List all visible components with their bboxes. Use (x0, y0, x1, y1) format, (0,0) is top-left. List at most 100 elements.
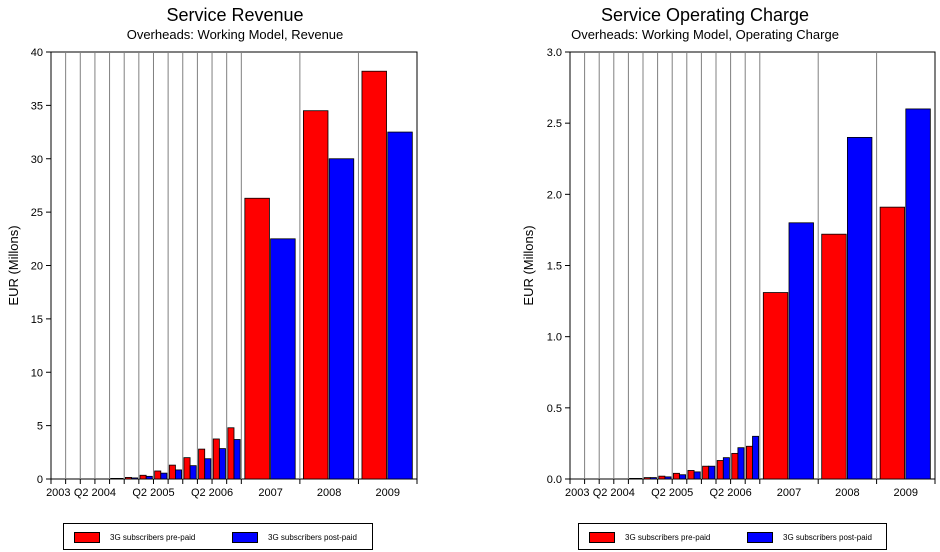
bar-prepaid (687, 470, 695, 480)
bar-postpaid (233, 439, 241, 480)
y-tick-label: 30 (31, 154, 43, 166)
y-tick-label: 20 (31, 261, 43, 273)
chart-title: Service Revenue (166, 5, 304, 25)
legend-label-postpaid: 3G subscribers post-paid (268, 532, 357, 542)
bar-postpaid (270, 238, 296, 480)
bar-prepaid (227, 427, 235, 480)
legend-entry-postpaid: 3G subscribers post-paid (232, 531, 357, 543)
legend-entry-postpaid: 3G subscribers post-paid (747, 531, 872, 543)
x-tick-label: Q2 2005 (651, 487, 693, 499)
bar-postpaid (175, 469, 182, 480)
y-tick-label: 2.0 (547, 189, 562, 201)
x-tick-label: Q2 2005 (132, 487, 174, 499)
legend-entry-prepaid: 3G subscribers pre-paid (589, 531, 710, 543)
bar-postpaid (131, 477, 139, 480)
bar-prepaid (672, 472, 680, 480)
bar-prepaid (168, 464, 176, 480)
legend-swatch-postpaid (747, 531, 773, 543)
legend-entry-prepaid: 3G subscribers pre-paid (74, 531, 195, 543)
bar-prepaid (110, 477, 118, 480)
legend-label-prepaid: 3G subscribers pre-paid (110, 532, 196, 542)
bar-prepaid (154, 470, 162, 480)
y-tick-label: 40 (31, 47, 43, 59)
bar-prepaid (244, 197, 270, 480)
bar-postpaid (737, 447, 745, 480)
bar-postpaid (722, 457, 730, 480)
chart-subtitle: Overheads: Working Model, Operating Char… (571, 27, 839, 42)
bar-postpaid (116, 477, 124, 480)
bar-prepaid (212, 438, 220, 480)
bar-prepaid (745, 445, 753, 480)
y-tick-label: 25 (31, 207, 43, 219)
bar-postpaid (635, 477, 643, 480)
bar-prepaid (643, 477, 651, 480)
x-tick-label: 2008 (317, 487, 341, 499)
x-tick-label: 2007 (777, 487, 801, 499)
plot-area (50, 51, 418, 480)
bar-postpaid (328, 158, 355, 480)
bar-prepaid (302, 110, 329, 480)
bar-postpaid (160, 472, 168, 480)
bar-postpaid (189, 465, 197, 480)
bar-postpaid (846, 136, 873, 480)
chart-subtitle: Overheads: Working Model, Revenue (126, 27, 344, 42)
y-axis-label: EUR (Millons) (521, 225, 536, 305)
y-tick-label: 10 (31, 367, 43, 379)
bar-postpaid (679, 474, 687, 480)
bar-prepaid (124, 476, 132, 480)
chart-legend: 3G subscribers pre-paid 3G subscribers p… (63, 523, 373, 550)
x-tick-label: 2007 (258, 487, 282, 499)
bar-prepaid (198, 448, 206, 480)
x-tick-label: 2008 (835, 487, 859, 499)
bar-prepaid (139, 474, 147, 480)
legend-label-postpaid: 3G subscribers post-paid (783, 532, 872, 542)
bar-postpaid (387, 131, 413, 480)
bar-prepaid (731, 452, 739, 480)
plot-area (569, 51, 936, 480)
x-tick-label: Q2 2006 (709, 487, 751, 499)
bar-prepaid (658, 475, 666, 480)
bar-postpaid (752, 435, 760, 480)
bar-postpaid (204, 458, 212, 480)
chart-legend: 3G subscribers pre-paid 3G subscribers p… (578, 523, 887, 550)
bar-postpaid (693, 471, 701, 480)
revenue-chart-panel: Service Revenue Overheads: Working Model… (6, 5, 418, 550)
bar-postpaid (788, 222, 814, 480)
bar-postpaid (708, 465, 716, 480)
bar-prepaid (879, 206, 906, 480)
y-tick-label: 1.5 (547, 261, 562, 273)
legend-label-prepaid: 3G subscribers pre-paid (625, 532, 711, 542)
bar-prepaid (762, 292, 789, 480)
y-tick-label: 0.5 (547, 403, 562, 415)
y-tick-label: 2.5 (547, 118, 562, 130)
operating-charge-chart-plot: 0.0 0.5 1.0 1.5 2.0 2.5 3.0 2003 Q2 2004 Q2 2005 Q… (521, 47, 936, 499)
revenue-chart-plot: 0 5 10 15 20 25 30 35 40 2003 Q2 2004 Q2 2005 Q2 200… (6, 47, 418, 499)
y-tick-label: 0 (37, 474, 43, 486)
x-tick-label: Q2 2004 (74, 487, 116, 499)
bar-postpaid (649, 477, 657, 480)
bar-prepaid (821, 233, 847, 480)
y-axis-label: EUR (Millons) (6, 225, 21, 305)
bar-prepaid (716, 460, 724, 480)
y-tick-label: 0.0 (547, 474, 562, 486)
bar-prepaid (629, 477, 637, 480)
legend-swatch-prepaid (589, 531, 615, 543)
legend-swatch-prepaid (74, 531, 100, 543)
y-tick-label: 3.0 (547, 47, 562, 59)
bar-postpaid (218, 448, 226, 480)
bar-prepaid (702, 465, 710, 480)
x-tick-label: 2003 (46, 487, 70, 499)
x-tick-label: 2009 (894, 487, 918, 499)
y-tick-label: 35 (31, 100, 43, 112)
bar-prepaid (361, 70, 387, 480)
y-tick-label: 5 (37, 421, 43, 433)
bar-prepaid (183, 457, 191, 480)
operating-charge-chart-panel: Service Operating Charge Overheads: Work… (470, 0, 940, 552)
x-tick-label: 2009 (375, 487, 399, 499)
x-tick-label: Q2 2004 (593, 487, 635, 499)
bar-postpaid (664, 476, 672, 480)
x-tick-label: 2003 (565, 487, 589, 499)
x-tick-label: Q2 2006 (191, 487, 233, 499)
bar-postpaid (905, 108, 931, 480)
legend-swatch-postpaid (232, 531, 258, 543)
